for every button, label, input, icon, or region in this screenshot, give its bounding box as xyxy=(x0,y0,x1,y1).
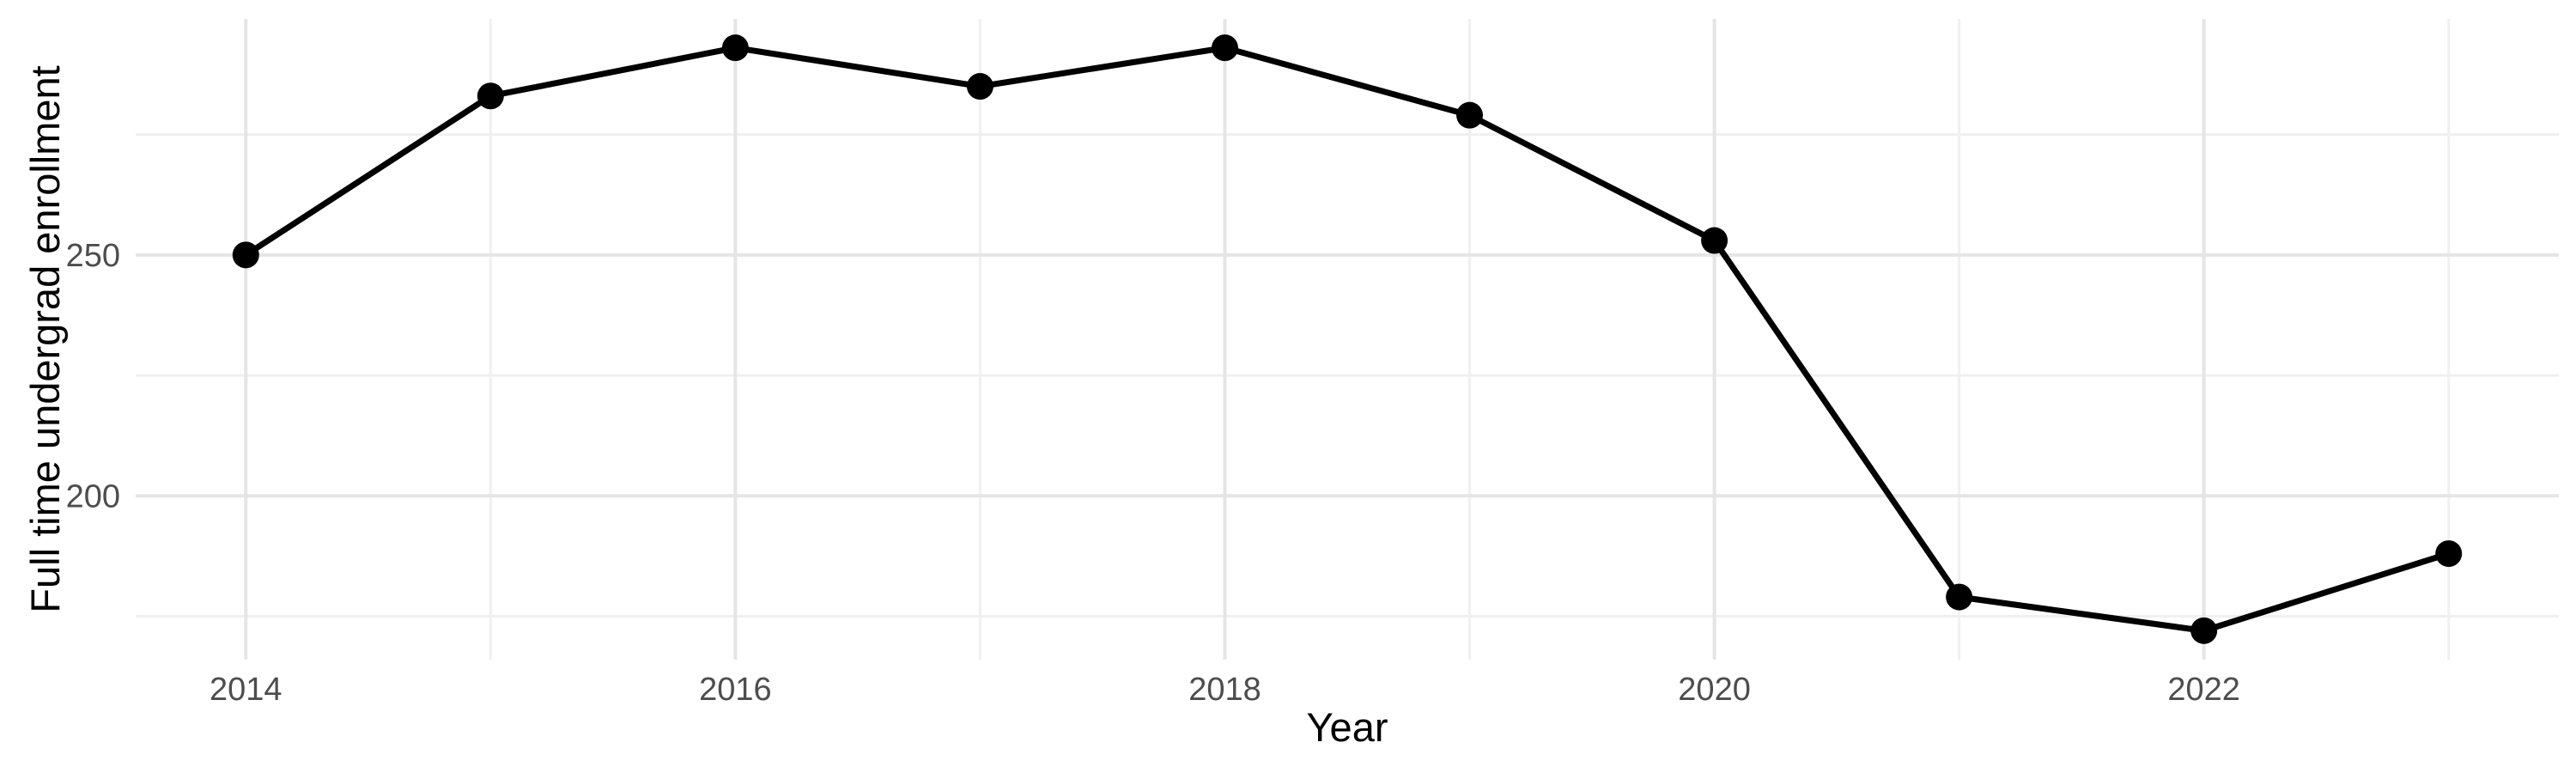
y-tick-labels: 200 250 xyxy=(66,238,120,514)
grid-minor-lines xyxy=(136,19,2559,660)
enrollment-line xyxy=(244,45,2450,634)
data-point xyxy=(2190,617,2218,644)
data-point xyxy=(1456,101,1484,129)
x-axis-title: Year xyxy=(1307,704,1388,750)
x-tick-label: 2022 xyxy=(2167,672,2240,708)
data-point xyxy=(1211,34,1238,62)
data-point xyxy=(232,241,259,269)
y-tick-label: 200 xyxy=(66,478,120,514)
data-line-group xyxy=(244,45,2450,634)
data-point xyxy=(1946,583,1973,611)
data-point xyxy=(2435,540,2463,568)
data-point xyxy=(1701,227,1728,254)
x-tick-label: 2020 xyxy=(1678,672,1751,708)
data-point xyxy=(477,82,504,110)
grid-major-lines xyxy=(136,19,2559,660)
x-tick-label: 2014 xyxy=(210,672,283,708)
x-tick-label: 2016 xyxy=(699,672,772,708)
x-tick-labels: 2014 2016 2018 2020 2022 xyxy=(210,672,2240,708)
data-points-group xyxy=(232,34,2463,644)
data-point xyxy=(721,34,749,62)
y-axis-title: Full time undergrad enrollment xyxy=(22,65,68,612)
data-point xyxy=(966,73,993,100)
y-tick-label: 250 xyxy=(66,238,120,274)
x-tick-label: 2018 xyxy=(1188,672,1261,708)
